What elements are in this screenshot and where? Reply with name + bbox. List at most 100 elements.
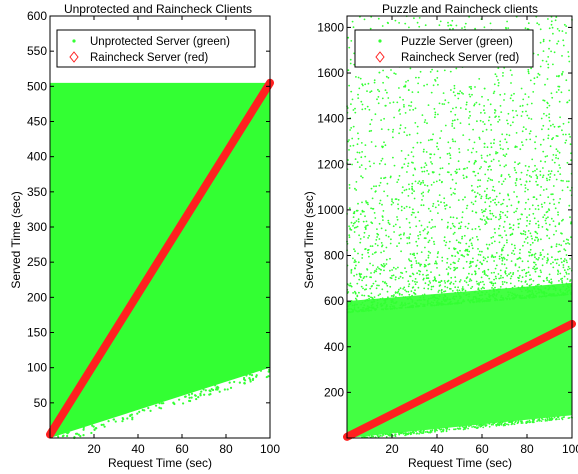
right-green-point — [519, 257, 522, 260]
right-green-point — [459, 249, 461, 252]
right-green-point — [482, 426, 485, 429]
left-green-point — [95, 427, 98, 430]
right-green-point — [471, 285, 474, 288]
right-green-point — [438, 289, 440, 292]
right-green-point — [554, 207, 557, 210]
right-green-point — [569, 284, 572, 286]
right-green-point — [557, 416, 559, 419]
right-green-point — [413, 190, 415, 193]
left-green-point — [197, 396, 200, 399]
right-green-point — [361, 301, 364, 304]
right-green-point — [556, 75, 558, 78]
right-green-point — [537, 275, 540, 278]
right-green-point — [440, 291, 443, 294]
right-green-point — [382, 219, 384, 222]
right-green-point — [560, 261, 563, 264]
right-green-point — [360, 175, 362, 178]
right-green-point — [527, 266, 530, 269]
right-green-point — [360, 142, 363, 144]
right-green-point — [391, 300, 393, 303]
right-green-point — [541, 264, 544, 267]
right-green-point — [535, 292, 538, 295]
right-green-point — [445, 427, 447, 429]
right-green-point — [449, 157, 452, 160]
right-green-point — [492, 288, 495, 290]
right-green-point — [419, 231, 421, 233]
right-green-point — [426, 232, 429, 235]
right-green-point — [467, 222, 470, 225]
right-green-point — [358, 87, 361, 90]
right-green-point — [518, 222, 520, 225]
right-green-point — [468, 117, 470, 119]
right-green-point — [485, 197, 488, 200]
right-green-point — [351, 98, 354, 101]
right-green-point — [537, 208, 540, 211]
right-green-point — [534, 239, 536, 242]
right-green-point — [533, 217, 536, 220]
right-green-point — [438, 102, 441, 105]
right-green-point — [363, 210, 365, 213]
right-green-point — [416, 21, 419, 24]
right-green-point — [360, 156, 363, 159]
right-green-point — [357, 218, 360, 221]
right-green-point — [481, 294, 483, 296]
right-green-point — [364, 288, 366, 291]
right-green-point — [504, 272, 507, 275]
right-green-point — [432, 171, 434, 174]
right-green-point — [404, 112, 407, 114]
right-green-point — [546, 276, 548, 279]
right-green-point — [469, 262, 472, 264]
right-green-point — [548, 113, 551, 115]
right-green-point — [566, 180, 568, 183]
right-green-point — [465, 242, 468, 245]
right-green-point — [480, 291, 483, 293]
right-green-point — [443, 239, 446, 242]
right-green-point — [479, 167, 481, 170]
right-green-point — [434, 225, 436, 228]
right-green-point — [481, 286, 484, 289]
right-green-point — [434, 262, 436, 265]
right-green-point — [418, 432, 420, 435]
right-green-point — [524, 165, 527, 167]
right-green-point — [424, 184, 426, 187]
right-green-point — [391, 295, 393, 297]
right-green-point — [486, 187, 488, 190]
right-green-point — [438, 179, 441, 182]
right-green-point — [519, 218, 522, 220]
right-green-point — [371, 245, 374, 248]
right-green-point — [477, 253, 480, 256]
right-green-point — [554, 294, 556, 297]
right-green-point — [380, 227, 383, 230]
right-green-point — [400, 271, 402, 274]
right-green-point — [411, 304, 414, 307]
right-green-point — [458, 151, 461, 154]
right-green-point — [416, 141, 419, 144]
right-green-point — [376, 244, 379, 247]
right-green-point — [501, 421, 504, 424]
right-green-point — [527, 22, 530, 25]
right-green-point — [355, 181, 358, 183]
right-green-point — [569, 216, 571, 219]
left-green-point — [250, 373, 254, 377]
right-green-point — [386, 91, 388, 94]
right-green-point — [500, 111, 503, 113]
right-green-point — [500, 423, 503, 426]
left-legend: Unprotected Server (green) Raincheck Ser… — [56, 29, 256, 68]
right-green-point — [444, 244, 447, 247]
right-green-point — [362, 307, 364, 309]
right-green-point — [540, 203, 543, 206]
right-green-point — [468, 425, 470, 428]
right-green-point — [534, 256, 536, 259]
right-green-point — [457, 286, 459, 289]
right-green-point — [534, 270, 537, 273]
right-green-point — [499, 277, 502, 279]
right-green-point — [359, 238, 362, 240]
right-green-point — [548, 104, 551, 107]
right-green-point — [499, 288, 501, 291]
right-green-point — [485, 128, 488, 131]
right-green-point — [548, 281, 551, 284]
right-green-point — [369, 262, 371, 265]
right-green-point — [555, 148, 558, 151]
right-green-point — [478, 78, 481, 80]
left-green-point — [149, 409, 152, 412]
